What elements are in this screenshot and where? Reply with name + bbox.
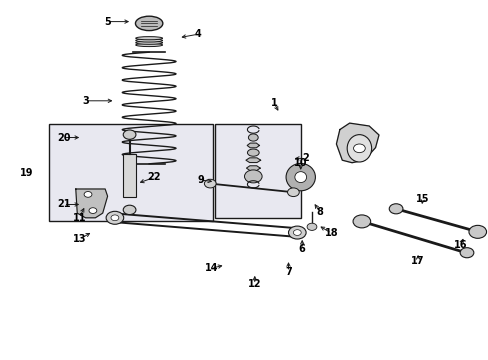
Circle shape — [352, 215, 370, 228]
Circle shape — [123, 205, 136, 215]
Polygon shape — [245, 158, 260, 162]
Text: 16: 16 — [453, 240, 467, 250]
Text: 18: 18 — [324, 228, 338, 238]
Text: 6: 6 — [298, 244, 305, 254]
Circle shape — [306, 223, 316, 230]
Ellipse shape — [285, 163, 315, 191]
Text: 9: 9 — [197, 175, 203, 185]
Text: 3: 3 — [82, 96, 89, 106]
Text: 14: 14 — [204, 263, 218, 273]
Text: 1: 1 — [270, 98, 277, 108]
Polygon shape — [76, 189, 107, 218]
Circle shape — [287, 188, 299, 197]
Ellipse shape — [136, 44, 162, 46]
Bar — [122, 154, 136, 197]
Text: 4: 4 — [194, 29, 201, 39]
Text: 11: 11 — [72, 213, 86, 223]
Ellipse shape — [294, 172, 306, 183]
Text: 20: 20 — [57, 132, 70, 143]
Text: 19: 19 — [20, 168, 34, 178]
Text: 13: 13 — [72, 234, 86, 244]
Ellipse shape — [136, 41, 162, 44]
Text: 22: 22 — [147, 172, 161, 183]
Circle shape — [111, 215, 119, 221]
Ellipse shape — [135, 16, 163, 31]
Ellipse shape — [136, 37, 162, 40]
Ellipse shape — [248, 134, 258, 141]
Circle shape — [293, 230, 301, 235]
Text: 12: 12 — [247, 279, 261, 289]
Text: 7: 7 — [285, 267, 291, 277]
Text: 2: 2 — [301, 153, 308, 163]
Polygon shape — [246, 166, 260, 170]
FancyBboxPatch shape — [49, 124, 212, 221]
Ellipse shape — [244, 170, 262, 183]
Circle shape — [288, 226, 305, 239]
Text: 8: 8 — [316, 207, 323, 217]
Text: 21: 21 — [57, 199, 70, 210]
Ellipse shape — [247, 149, 259, 156]
Polygon shape — [336, 123, 378, 163]
Circle shape — [89, 208, 97, 213]
Circle shape — [106, 211, 123, 224]
Polygon shape — [247, 143, 259, 148]
Circle shape — [123, 130, 136, 139]
Circle shape — [459, 248, 473, 258]
Ellipse shape — [136, 39, 162, 42]
Circle shape — [204, 179, 216, 188]
FancyBboxPatch shape — [215, 124, 300, 218]
Circle shape — [84, 192, 92, 197]
Circle shape — [388, 204, 402, 214]
Circle shape — [353, 144, 365, 153]
Ellipse shape — [346, 135, 371, 162]
Circle shape — [468, 225, 486, 238]
Text: 5: 5 — [104, 17, 111, 27]
Text: 10: 10 — [293, 158, 307, 168]
Text: 15: 15 — [415, 194, 429, 204]
Text: 17: 17 — [410, 256, 424, 266]
